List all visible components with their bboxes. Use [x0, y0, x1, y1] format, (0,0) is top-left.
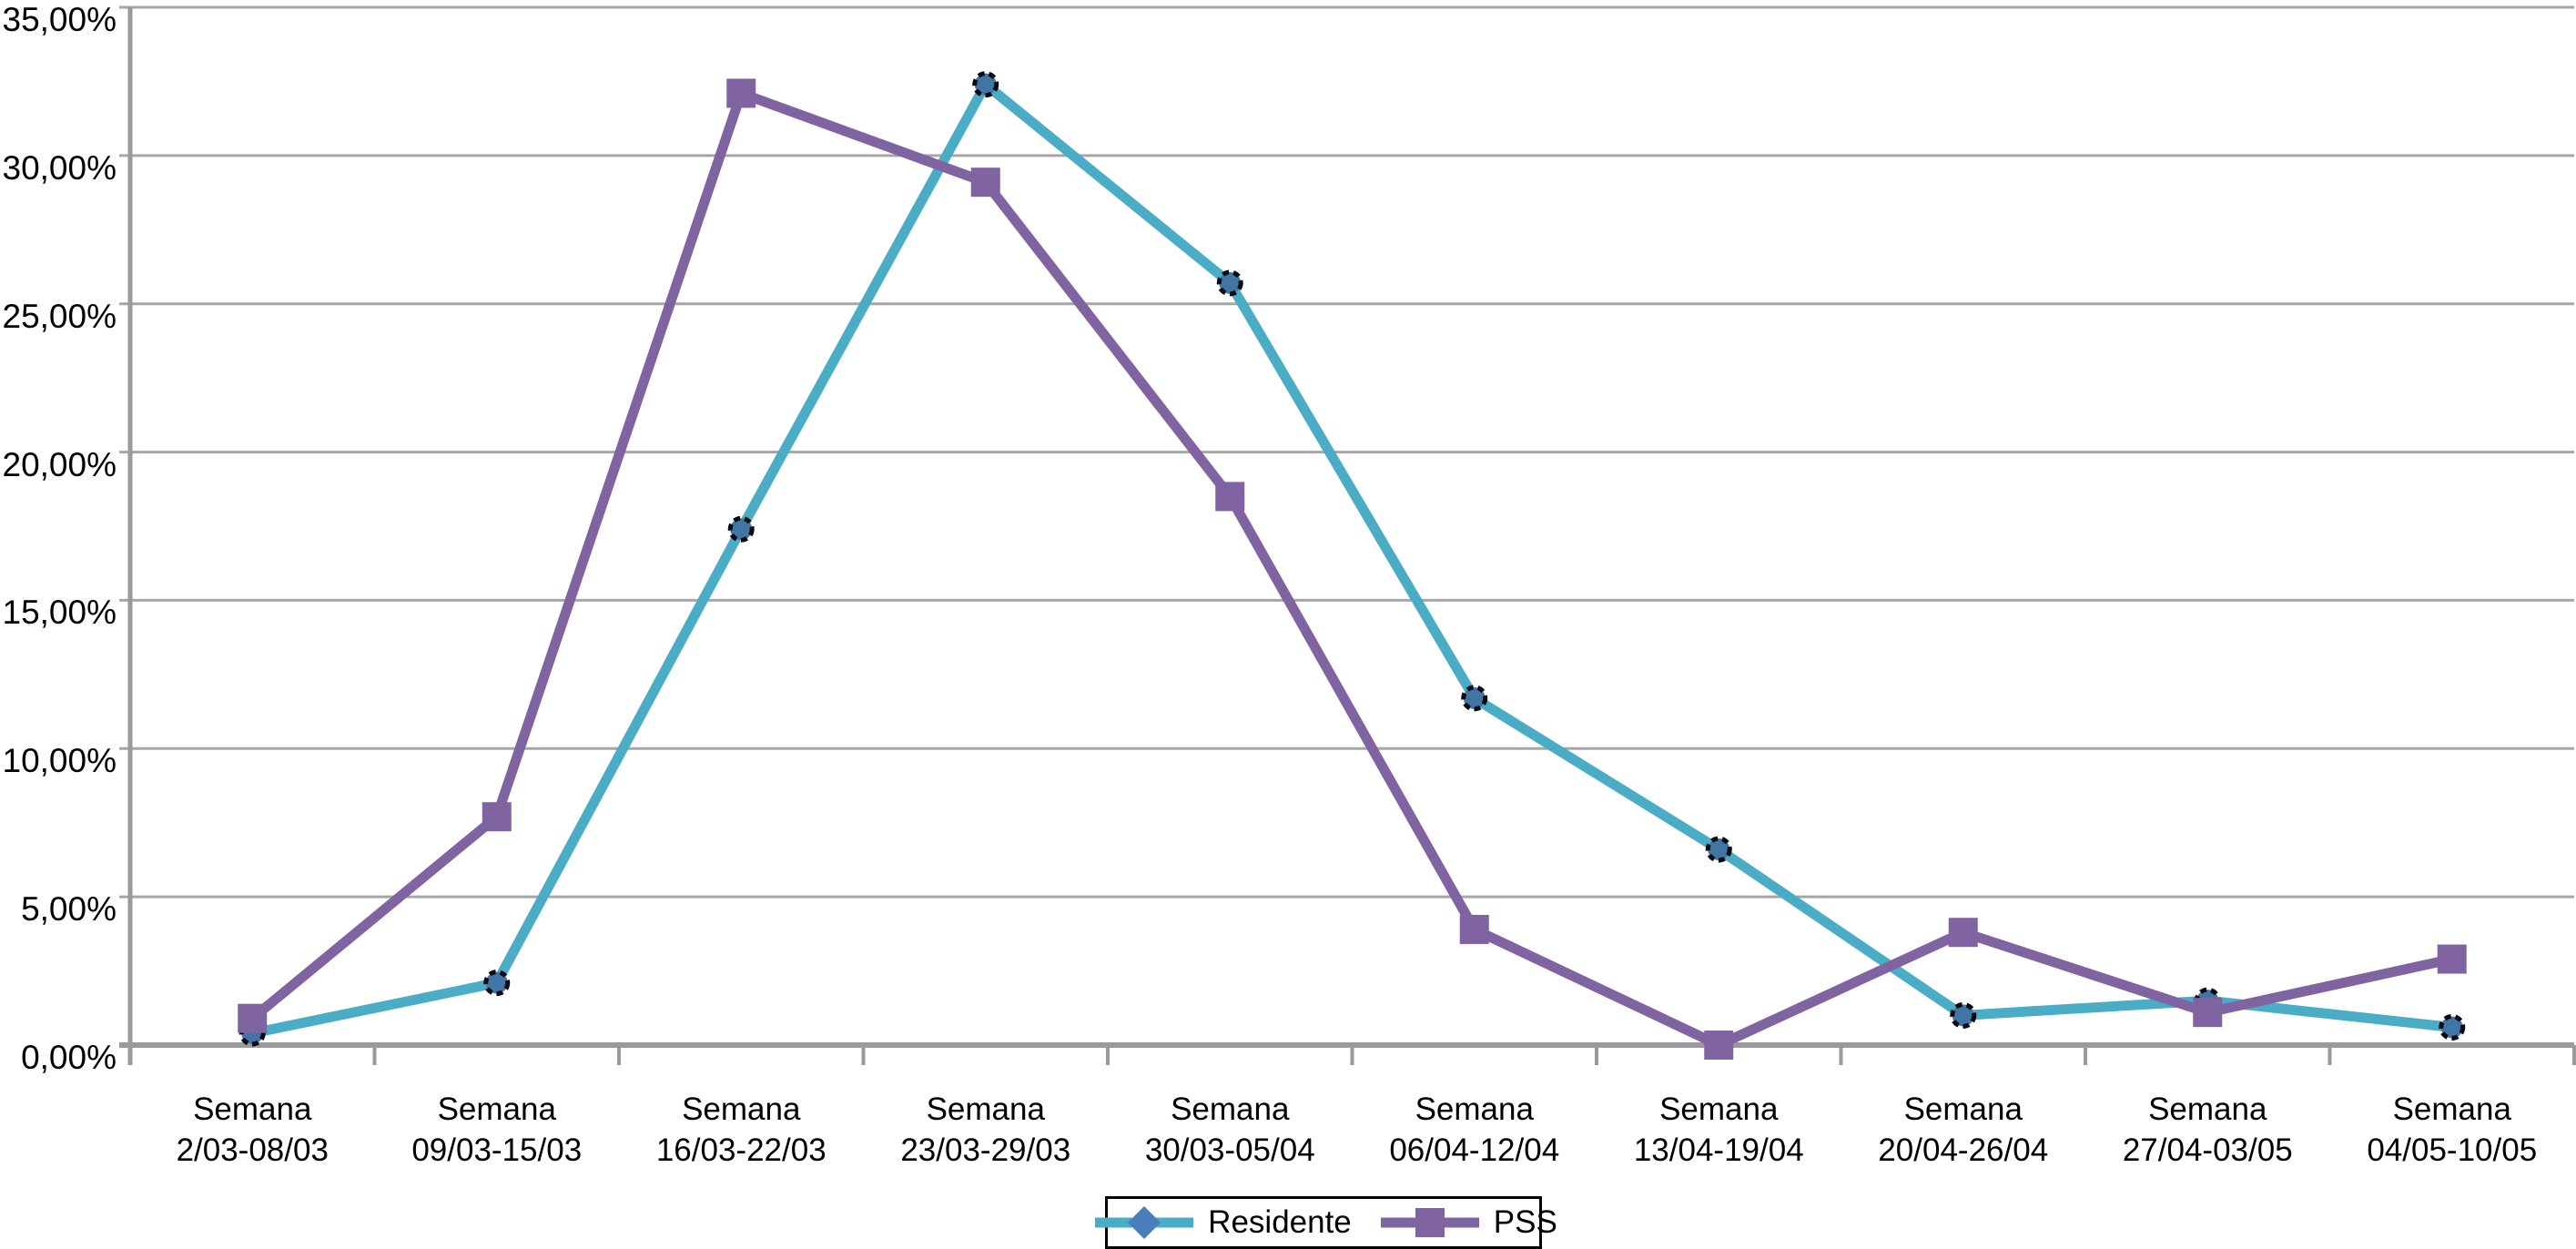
x-category-label: Semana 23/03-29/03	[900, 1092, 1071, 1168]
legend-box[interactable]: Residente PSS	[1095, 1196, 1557, 1249]
y-tick-label: 10,00%	[2, 742, 117, 780]
x-category-label: Semana 09/03-15/03	[411, 1092, 583, 1168]
data-point-pss[interactable]	[970, 168, 1000, 198]
x-category-label: Semana 16/03-22/03	[655, 1092, 827, 1168]
data-point-residente[interactable]	[1705, 836, 1732, 863]
y-tick-label: 30,00%	[2, 148, 117, 187]
y-tick-label: 0,00%	[21, 1039, 117, 1076]
data-point-residente[interactable]	[727, 515, 755, 543]
legend-square-marker-icon	[1380, 1208, 1479, 1237]
data-point-pss[interactable]	[482, 802, 512, 832]
x-category-label: Semana 30/03-05/04	[1144, 1092, 1315, 1168]
legend-item-residente[interactable]: Residente	[1090, 1204, 1352, 1241]
data-point-pss[interactable]	[1704, 1031, 1734, 1060]
legend-label: Residente	[1208, 1204, 1352, 1240]
data-point-residente[interactable]	[1461, 685, 1488, 712]
y-tick-label: 35,00%	[2, 1, 117, 38]
data-point-pss[interactable]	[2193, 998, 2223, 1028]
data-point-pss[interactable]	[726, 78, 756, 108]
y-tick-label: 20,00%	[2, 445, 117, 483]
x-category-label: Semana 2/03-08/03	[176, 1092, 329, 1168]
y-tick-label: 15,00%	[2, 594, 117, 632]
data-point-pss[interactable]	[1215, 482, 1245, 512]
data-point-pss[interactable]	[1948, 918, 1978, 948]
x-category-label: Semana 13/04-19/04	[1633, 1092, 1804, 1168]
data-point-residente[interactable]	[483, 970, 511, 997]
legend-label: PSS	[1493, 1204, 1557, 1240]
legend-diamond-marker-icon	[1095, 1206, 1194, 1239]
data-point-pss[interactable]	[1459, 914, 1489, 944]
y-tick-label: 25,00%	[2, 297, 117, 335]
x-category-label: Semana 20/04-26/04	[1878, 1092, 2049, 1168]
data-point-residente[interactable]	[1216, 269, 1243, 297]
data-point-residente[interactable]	[2439, 1013, 2466, 1041]
data-point-residente[interactable]	[1950, 1001, 1977, 1029]
series-line-pss[interactable]	[248, 86, 2453, 1051]
x-category-label: Semana 06/04-12/04	[1389, 1092, 1560, 1168]
data-point-pss[interactable]	[238, 1003, 268, 1033]
legend-item-pss[interactable]: PSS	[1375, 1204, 1557, 1241]
x-category-label: Semana 04/05-10/05	[2367, 1092, 2538, 1168]
y-tick-label: 5,00%	[21, 890, 117, 929]
data-point-pss[interactable]	[2437, 944, 2467, 974]
data-point-residente[interactable]	[972, 71, 999, 98]
series-line-residente[interactable]	[251, 76, 2453, 1039]
x-category-label: Semana 27/04-03/05	[2122, 1092, 2293, 1168]
